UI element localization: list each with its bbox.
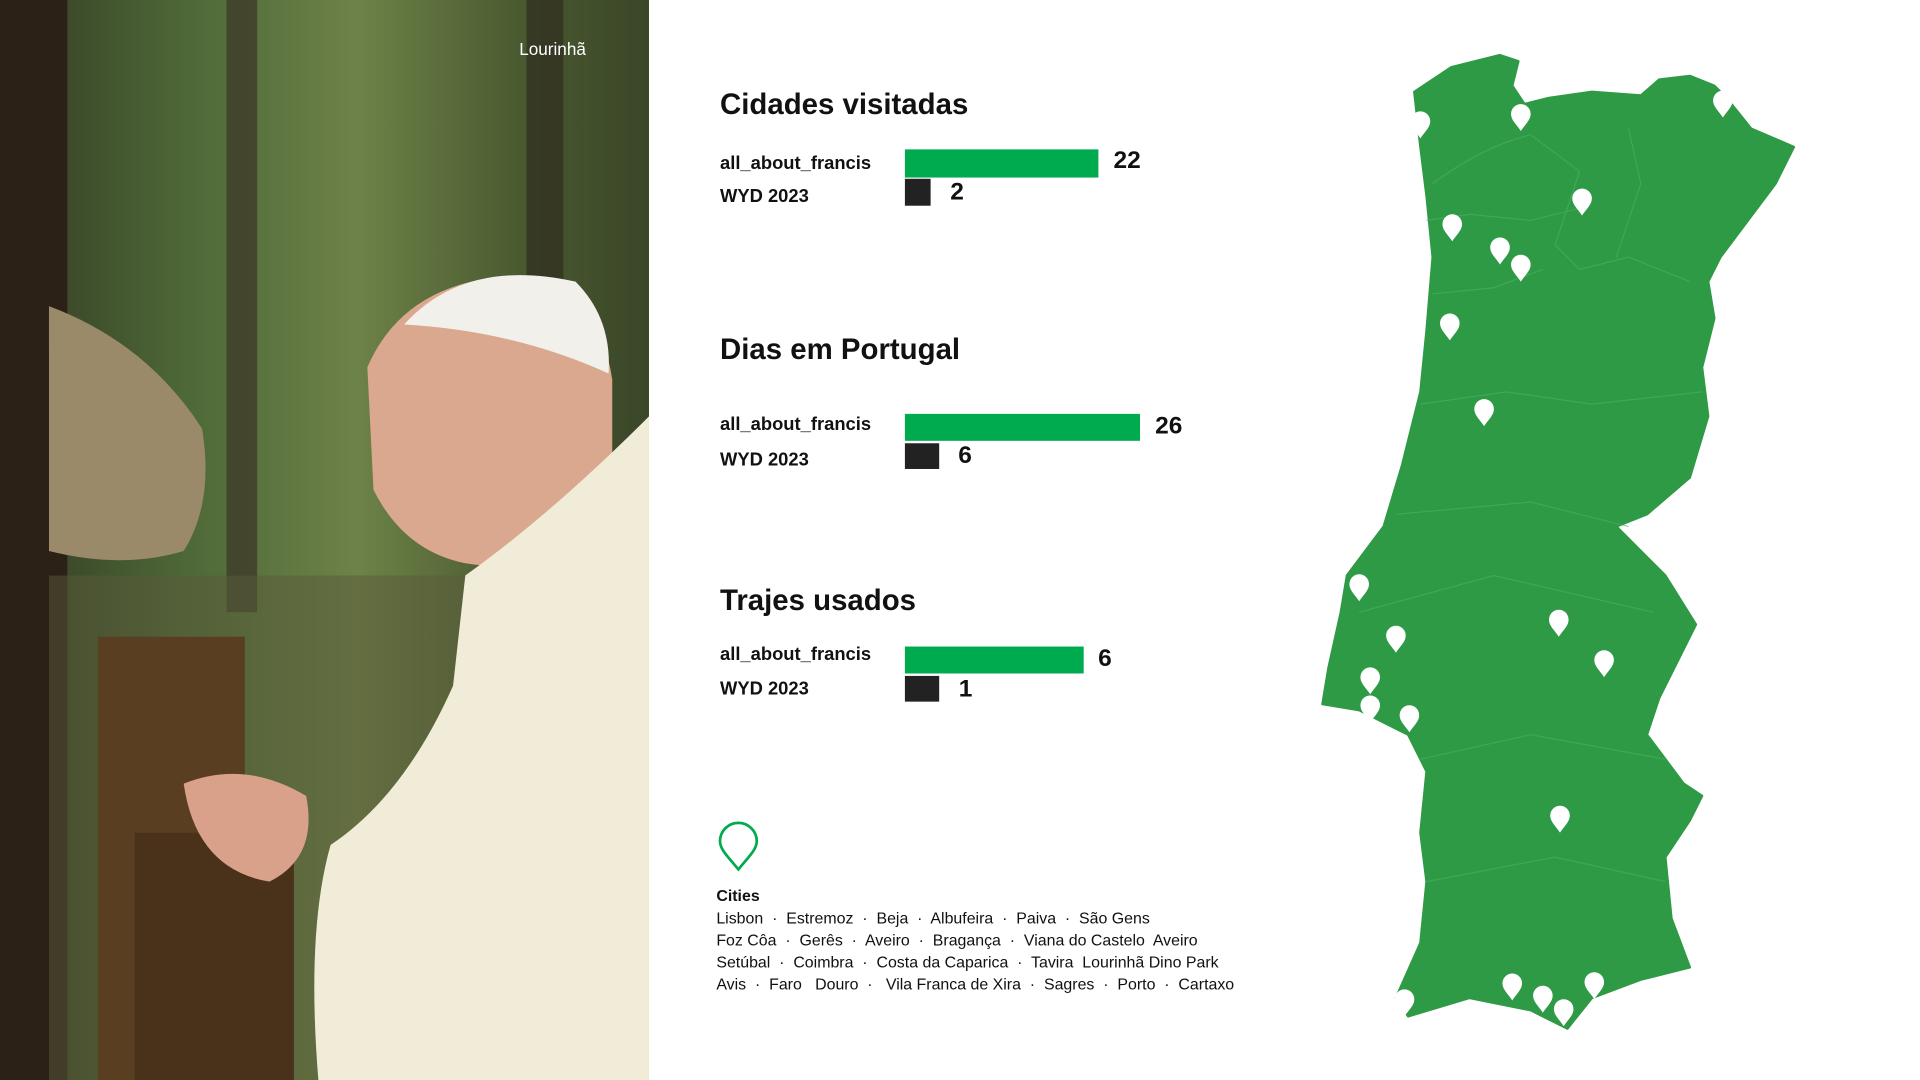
map-pin-icon[interactable] — [1474, 399, 1494, 427]
chart-title: Trajes usados — [720, 584, 917, 618]
map-pin-icon[interactable] — [1594, 650, 1614, 678]
map-pin-icon[interactable] — [1360, 667, 1381, 695]
map-pin-icon[interactable] — [1502, 973, 1523, 1001]
bar-wyd-2023 — [904, 178, 931, 206]
city-list-line: Setúbal · Coimbra · Costa da Caparica · … — [716, 952, 1219, 972]
map-pin-icon[interactable] — [1394, 989, 1415, 1017]
map-pin-icon[interactable] — [1399, 705, 1420, 733]
map-pin-icon[interactable] — [1410, 111, 1431, 139]
city-list-line: Avis · Faro Douro · Vila Franca de Xira … — [716, 974, 1235, 994]
bar-wyd-2023 — [904, 443, 939, 469]
map-pin-icon — [718, 821, 759, 872]
bar-all-about-francis — [904, 413, 1141, 441]
map-pin-icon[interactable] — [1440, 313, 1460, 341]
portugal-shape — [1321, 53, 1796, 1030]
bar-label: all_about_francis — [720, 413, 872, 435]
map-pin-icon[interactable] — [1442, 214, 1463, 242]
chart-title: Cidades visitadas — [720, 88, 969, 122]
map-pin-icon[interactable] — [1584, 972, 1605, 1000]
photo-pope-dinosaur: Lourinhã — [0, 0, 649, 1080]
photo-caption: Lourinhã — [519, 39, 586, 59]
map-pin-icon[interactable] — [1386, 625, 1406, 653]
cities-title: Cities — [716, 886, 760, 905]
map-pins — [1349, 90, 1733, 1027]
map-pin-icon[interactable] — [1360, 695, 1381, 723]
bar-value: 26 — [1155, 412, 1183, 440]
city-list-line: Lisbon · Estremoz · Beja · Albufeira · P… — [716, 908, 1150, 927]
map-pin-icon[interactable] — [1511, 254, 1531, 282]
map-pin-icon[interactable] — [1572, 188, 1592, 216]
map-pin-icon[interactable] — [1553, 999, 1574, 1027]
map-pin-icon[interactable] — [1511, 104, 1531, 132]
map-pin-icon[interactable] — [1713, 90, 1733, 118]
bar-label: WYD 2023 — [720, 186, 809, 207]
bar-value: 22 — [1113, 146, 1141, 174]
bar-all-about-francis — [904, 149, 1099, 178]
bar-value: 6 — [958, 442, 972, 469]
map-pin-icon[interactable] — [1533, 985, 1553, 1013]
bar-value: 6 — [1098, 645, 1112, 673]
photo-illustration — [0, 0, 649, 1080]
map-pin-icon[interactable] — [1550, 805, 1570, 833]
bar-value: 1 — [958, 675, 973, 703]
bar-value: 2 — [950, 178, 964, 206]
map-pin-icon[interactable] — [1490, 237, 1510, 265]
map-pin-icon[interactable] — [1349, 574, 1369, 602]
bar-all-about-francis — [904, 646, 1084, 674]
map-pin-icon[interactable] — [1548, 609, 1569, 637]
chart-title: Dias em Portugal — [720, 333, 961, 367]
bar-label: all_about_francis — [720, 153, 872, 174]
bar-label: WYD 2023 — [720, 678, 809, 700]
bar-wyd-2023 — [904, 675, 940, 702]
bar-label: WYD 2023 — [720, 449, 809, 471]
bar-label: all_about_francis — [720, 644, 872, 665]
city-list-line: Foz Côa · Gerês · Aveiro · Bragança · Vi… — [716, 930, 1198, 949]
district-borders — [1359, 128, 1703, 883]
